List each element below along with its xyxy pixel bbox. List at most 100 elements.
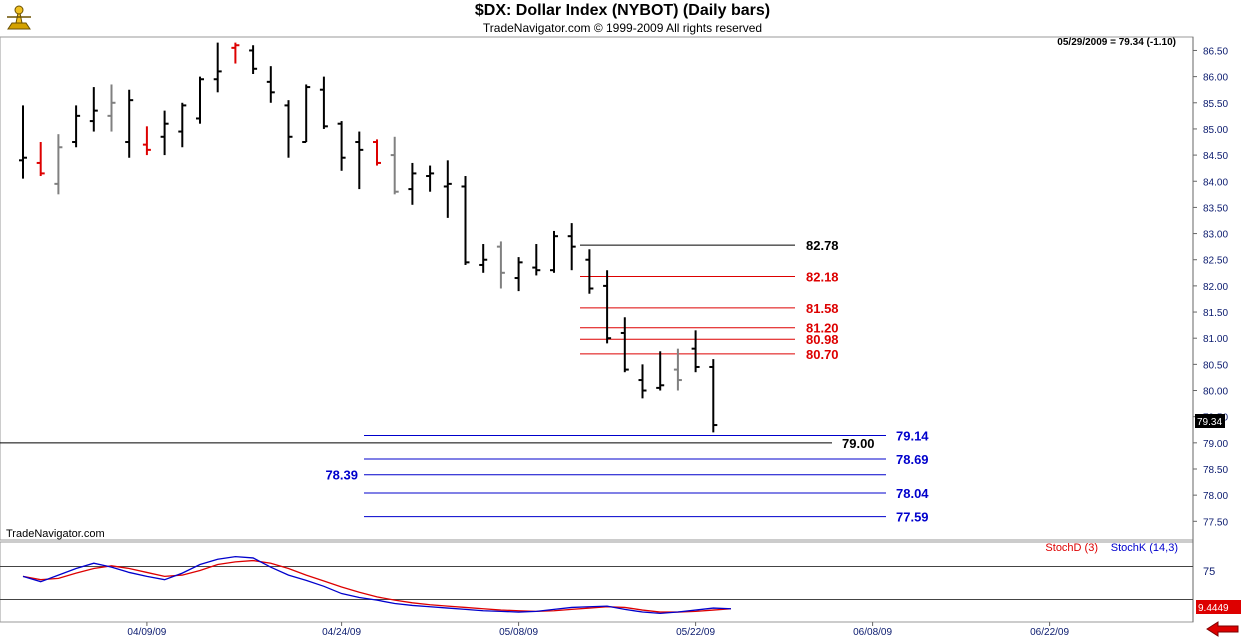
chart-title: $DX: Dollar Index (NYBOT) (Daily bars) (474, 2, 771, 19)
ohlc-bar (107, 84, 116, 132)
stoch-series-line (22, 555, 732, 615)
x-tick-label: 06/08/09 (853, 627, 892, 638)
ohlc-bar (142, 126, 151, 156)
ohlc-bar (302, 84, 311, 144)
price-bars (19, 42, 718, 433)
ohlc-bar (550, 230, 558, 273)
stoch-value-tag-bg (1196, 600, 1241, 614)
y-tick-label: 82.00 (1203, 282, 1228, 293)
y-tick-label: 77.50 (1203, 517, 1228, 528)
last-price-tag: 79.34 (1197, 417, 1222, 428)
date-axis: 04/09/09 04/24/09 05/08/09 05/22/09 06/08/09… (127, 622, 1069, 638)
stoch-series-line (22, 559, 732, 613)
watermark-text: TradeNavigator.com (6, 528, 105, 540)
price-axis: 86.50 86.00 85.50 85.00 84.50 84.00 83.50 83.00… (1193, 46, 1228, 528)
ohlc-bar (355, 131, 364, 190)
ohlc-bar (426, 165, 435, 192)
y-tick-label: 79.00 (1203, 439, 1228, 450)
y-tick-label: 85.50 (1203, 99, 1228, 110)
level-label: 80.98 (806, 332, 839, 347)
level-label: 79.00 (842, 436, 875, 451)
y-tick-label: 81.50 (1203, 308, 1228, 319)
ohlc-bar (443, 160, 452, 218)
ohlc-bar (496, 241, 505, 289)
y-tick-label: 83.50 (1203, 203, 1228, 214)
ohlc-bar (319, 76, 328, 129)
ohlc-bar (461, 176, 470, 265)
ohlc-bar (178, 102, 187, 148)
y-tick-label: 81.00 (1203, 334, 1228, 345)
ohlc-bar (54, 134, 63, 195)
x-tick-label: 05/22/09 (676, 627, 715, 638)
ohlc-bar (196, 76, 204, 124)
ohlc-bar (691, 330, 700, 373)
level-label: 77.59 (896, 510, 929, 525)
y-tick-label: 80.50 (1203, 360, 1228, 371)
level-label: 81.58 (806, 301, 839, 316)
level-label: 82.78 (806, 238, 839, 253)
ohlc-bar (337, 121, 346, 171)
x-tick-label: 04/09/09 (127, 627, 166, 638)
ohlc-bar (656, 351, 665, 391)
ohlc-bar (89, 87, 98, 132)
y-tick-label: 82.50 (1203, 256, 1228, 267)
y-tick-label: 78.00 (1203, 491, 1228, 502)
stochastic-panel (0, 555, 1193, 615)
chart-frame (0, 36, 1194, 623)
ohlc-bar (408, 162, 417, 205)
ohlc-bar (514, 257, 523, 292)
trade-navigator-logo-icon[interactable] (4, 3, 34, 33)
x-tick-label: 05/08/09 (499, 627, 538, 638)
stoch-d-legend: StochD (3) (1045, 542, 1098, 554)
level-label: 78.04 (896, 486, 929, 501)
ohlc-bar (567, 223, 576, 271)
x-tick-label: 04/24/09 (322, 627, 361, 638)
stoch-k-legend: StochK (14,3) (1111, 542, 1178, 554)
y-tick-label: 85.00 (1203, 125, 1228, 136)
chart-subtitle: TradeNavigator.com © 1999-2009 All right… (482, 21, 763, 35)
y-tick-label: 84.50 (1203, 151, 1228, 162)
ohlc-bar (213, 42, 222, 93)
ohlc-bar (284, 100, 293, 158)
y-tick-label: 86.50 (1203, 46, 1228, 57)
ohlc-bar (373, 139, 381, 166)
y-tick-label: 83.00 (1203, 230, 1228, 241)
y-tick-label: 86.00 (1203, 73, 1228, 84)
ohlc-bar (620, 317, 629, 373)
y-tick-label: 78.50 (1203, 465, 1228, 476)
ohlc-bar (160, 110, 169, 156)
level-label: 81.20 (806, 321, 839, 336)
stoch-panel-border (0, 541, 1194, 623)
ohlc-bar (638, 364, 647, 399)
ohlc-bar (36, 142, 45, 177)
y-tick-label: 80.00 (1203, 387, 1228, 398)
level-label: 79.14 (896, 429, 929, 444)
ohlc-bar (479, 244, 488, 273)
last-price-tag-bg (1195, 414, 1225, 428)
ohlc-bar (72, 105, 81, 148)
last-value-readout: 05/29/2009 = 79.34 (-1.10) (1057, 37, 1176, 48)
ohlc-bar (673, 348, 682, 391)
ohlc-bar (249, 45, 258, 75)
price-panel-border (0, 36, 1194, 541)
back-arrow-icon[interactable] (1206, 621, 1240, 637)
stoch-level-label: 75 (1203, 566, 1215, 578)
x-tick-label: 06/22/09 (1030, 627, 1069, 638)
ohlc-bar (709, 359, 718, 433)
level-label: 80.70 (806, 347, 839, 362)
ohlc-bar (125, 89, 134, 158)
ohlc-bar (266, 66, 275, 103)
ohlc-bar (390, 136, 399, 195)
level-label: 78.39 (325, 468, 358, 483)
ohlc-bar (19, 105, 27, 179)
level-label: 78.69 (896, 452, 929, 467)
level-label: 82.18 (806, 269, 839, 284)
ohlc-bar (603, 270, 612, 344)
y-tick-label: 84.00 (1203, 177, 1228, 188)
ohlc-bar (231, 42, 240, 64)
stoch-value-tag: 9.4449 (1198, 603, 1229, 614)
ohlc-bar (532, 244, 541, 276)
ohlc-bar (585, 249, 594, 294)
